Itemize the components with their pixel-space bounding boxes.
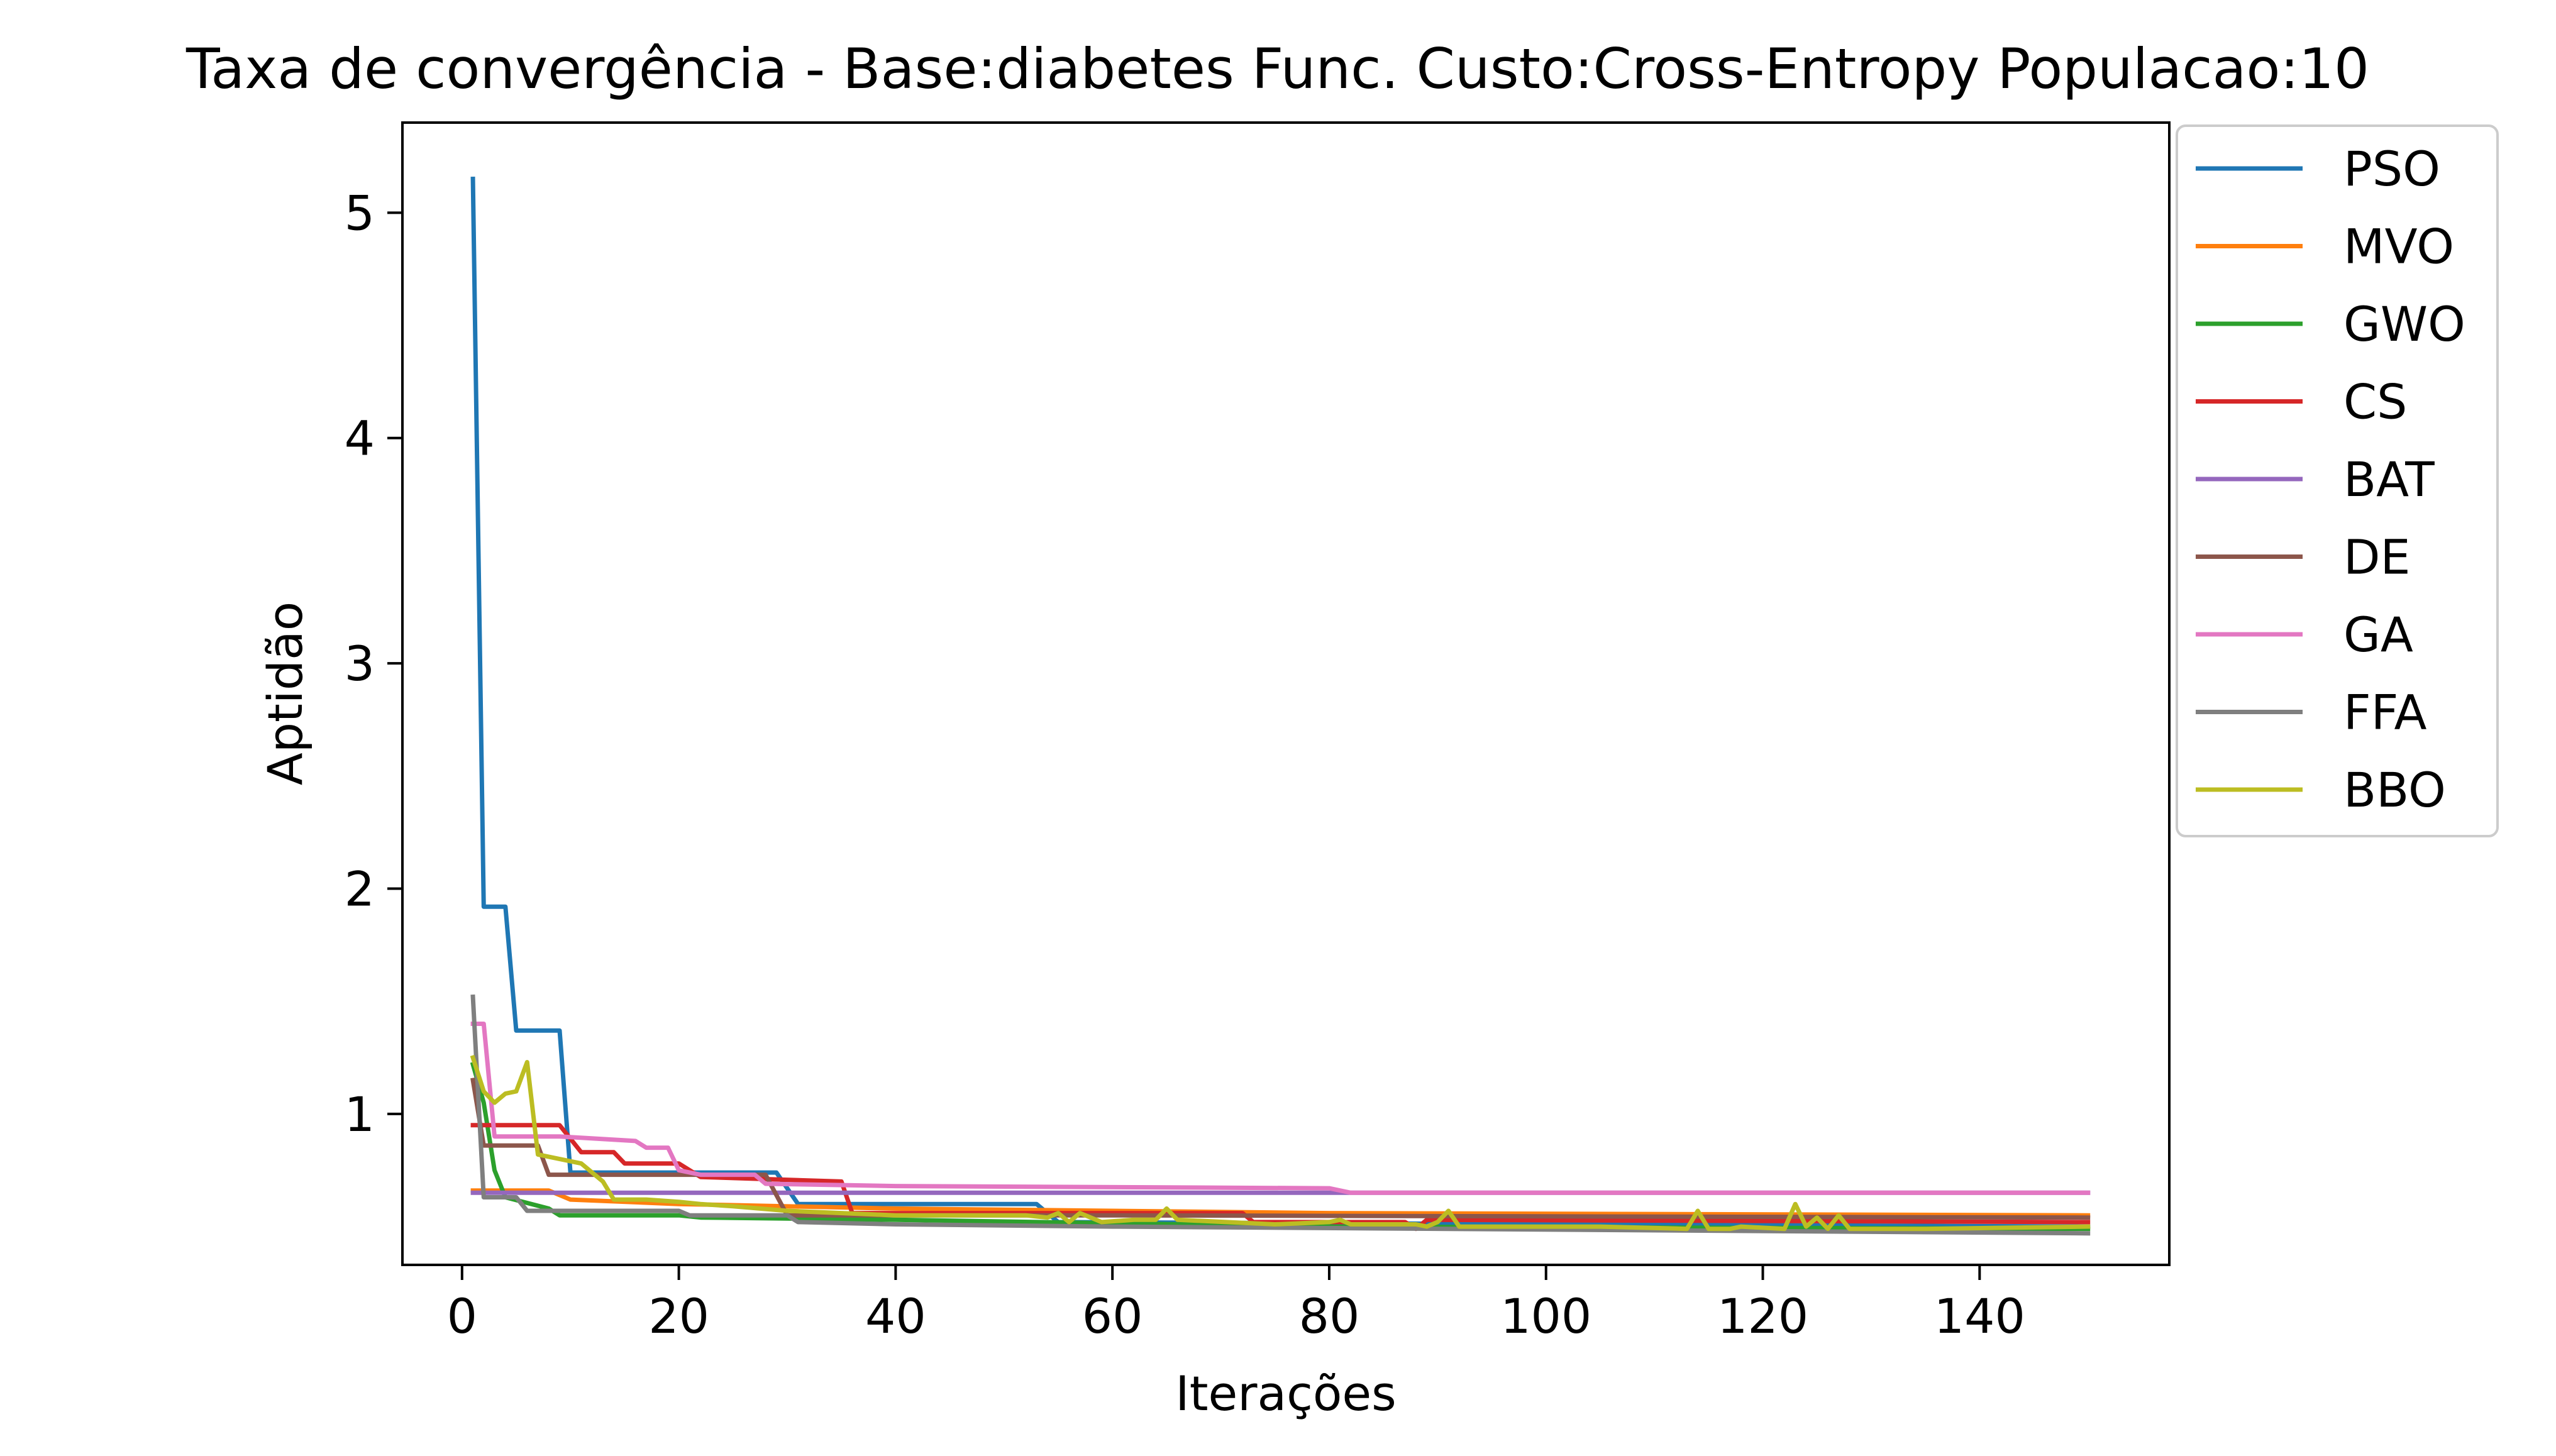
- plot-frame: [401, 121, 2171, 1266]
- y-tick-label: 1: [345, 1086, 375, 1142]
- x-tick-label: 100: [1500, 1288, 1591, 1344]
- legend-label-ga: GA: [2343, 607, 2413, 663]
- series-line-ffa: [470, 994, 2091, 1236]
- legend-label-de: DE: [2343, 529, 2411, 585]
- y-tick-label: 5: [345, 185, 375, 241]
- series-line-ga: [470, 1022, 2091, 1195]
- legend-label-bbo: BBO: [2343, 762, 2446, 818]
- x-axis: 0 20 40 60 80 100 120 140: [447, 1265, 2025, 1344]
- x-tick-label: 120: [1717, 1288, 1808, 1344]
- x-axis-label: Iterações: [1175, 1365, 1396, 1421]
- x-tick-label: 0: [447, 1288, 477, 1344]
- x-tick-label: 80: [1299, 1288, 1360, 1344]
- legend-label-cs: CS: [2343, 374, 2407, 430]
- x-tick-label: 140: [1934, 1288, 2025, 1344]
- y-tick-label: 3: [345, 636, 375, 692]
- legend-label-pso: PSO: [2343, 141, 2440, 197]
- series-layer: [470, 177, 2091, 1236]
- legend-label-gwo: GWO: [2343, 296, 2465, 352]
- y-axis-label: Aptidão: [257, 602, 313, 785]
- y-tick-label: 4: [345, 411, 375, 466]
- legend-box: [2176, 124, 2499, 837]
- y-tick-label: 2: [345, 861, 375, 917]
- legend-label-bat: BAT: [2343, 451, 2435, 507]
- series-line-gwo: [470, 1061, 2091, 1232]
- x-tick-label: 20: [648, 1288, 709, 1344]
- chart-title: Taxa de convergência - Base:diabetes Fun…: [185, 36, 2369, 101]
- series-line-bbo: [470, 1054, 2091, 1232]
- legend-label-mvo: MVO: [2343, 219, 2454, 275]
- legend: PSO MVO GWO CS BAT DE GA FFA BBO: [2176, 124, 2499, 837]
- x-tick-label: 40: [865, 1288, 926, 1344]
- legend-label-ffa: FFA: [2343, 685, 2426, 741]
- y-axis: 1 2 3 4 5: [345, 185, 402, 1142]
- x-tick-label: 60: [1082, 1288, 1143, 1344]
